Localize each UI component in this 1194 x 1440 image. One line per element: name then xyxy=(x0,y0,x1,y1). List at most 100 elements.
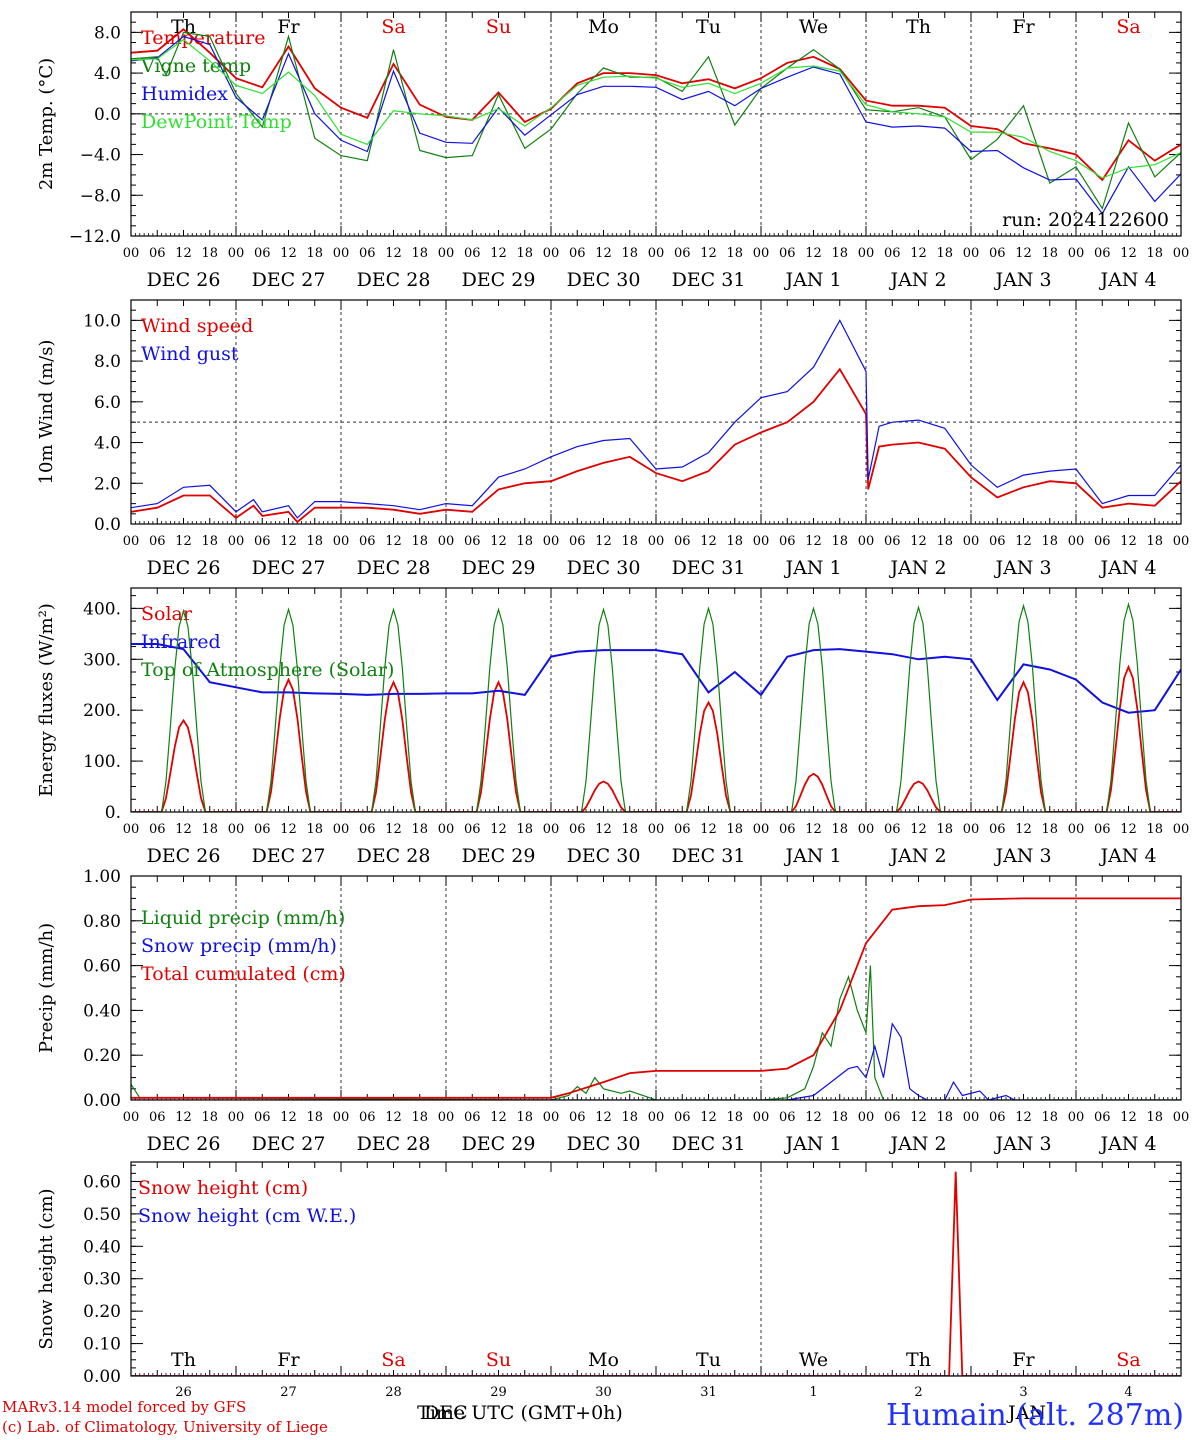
y-tick-label: 8.0 xyxy=(94,23,121,43)
y-tick-label: 0.50 xyxy=(83,1205,121,1225)
x-hour-label: 18 xyxy=(1041,246,1058,261)
x-hour-label: 00 xyxy=(123,246,140,261)
x-hour-label: 06 xyxy=(254,246,271,261)
weekday-label: Tu xyxy=(696,16,721,38)
x-hour-label: 06 xyxy=(464,246,481,261)
weekday-label: Fr xyxy=(1012,16,1035,38)
y-tick-label: 0.80 xyxy=(83,912,121,932)
date-label: JAN 2 xyxy=(888,845,946,867)
x-hour-label: 12 xyxy=(175,534,192,549)
x-hour-label: 12 xyxy=(910,822,927,837)
series-line-3 xyxy=(131,897,1181,1099)
x-hour-label: 18 xyxy=(726,246,743,261)
x-hour-label: 06 xyxy=(779,822,796,837)
x-hour-label: 06 xyxy=(779,1110,796,1125)
date-label: DEC 26 xyxy=(147,269,221,291)
x-hour-label: 12 xyxy=(490,534,507,549)
run-label: run: 2024122600 xyxy=(1002,209,1169,231)
x-hour-label: 18 xyxy=(1146,246,1163,261)
x-hour-label: 06 xyxy=(464,1110,481,1125)
x-hour-label: 00 xyxy=(963,1110,980,1125)
x-hour-label: 00 xyxy=(228,1110,245,1125)
x-hour-label: 06 xyxy=(1094,246,1111,261)
weekday-label: Fr xyxy=(277,1349,300,1371)
x-hour-label: 18 xyxy=(201,822,218,837)
x-hour-label: 00 xyxy=(858,246,875,261)
y-tick-label: −4.0 xyxy=(80,146,121,166)
panel-3: 400. 300. 200. 100. 0. Energy fluxes (W/m²) 00… xyxy=(36,587,1189,867)
weekday-label: Tu xyxy=(696,1349,721,1371)
x-hour-label: 18 xyxy=(516,246,533,261)
x-hour-label: 12 xyxy=(805,822,822,837)
x-hour-label: 00 xyxy=(648,1110,665,1125)
credit-line-2: (c) Lab. of Climatology, University of L… xyxy=(2,1418,328,1436)
date-label: DEC 28 xyxy=(357,269,431,291)
date-label: JAN 1 xyxy=(783,1133,841,1155)
legend-entry: Total cumulated (cm) xyxy=(141,963,346,985)
x-hour-label: 06 xyxy=(149,1110,166,1125)
y-tick-label: 0.60 xyxy=(83,1172,121,1192)
y-axis-label: Precip (mm/h) xyxy=(36,923,57,1053)
x-hour-label: 06 xyxy=(569,246,586,261)
x-hour-label: 18 xyxy=(621,1110,638,1125)
x-hour-label: 06 xyxy=(884,1110,901,1125)
x-hour-label: 06 xyxy=(464,822,481,837)
x-hour-label: 18 xyxy=(1146,1110,1163,1125)
date-label: DEC 31 xyxy=(672,1133,746,1155)
x-hour-label: 00 xyxy=(963,534,980,549)
series-line-1 xyxy=(131,1171,1181,1376)
date-label: DEC 30 xyxy=(567,845,641,867)
date-label: DEC 30 xyxy=(567,1133,641,1155)
weekday-label: Sa xyxy=(381,1349,405,1371)
x-hour-label: 18 xyxy=(831,822,848,837)
x-hour-label: 06 xyxy=(569,534,586,549)
x-hour-label: 06 xyxy=(674,822,691,837)
panel-frame xyxy=(130,299,1182,525)
date-label: DEC 28 xyxy=(357,557,431,579)
legend-entry: Snow height (cm W.E.) xyxy=(138,1205,356,1227)
panel-frame xyxy=(130,1161,1182,1377)
x-hour-label: 12 xyxy=(280,246,297,261)
x-hour-label: 00 xyxy=(333,1110,350,1125)
y-tick-label: 6.0 xyxy=(94,393,121,413)
x-hour-label: 06 xyxy=(149,822,166,837)
x-hour-label: 00 xyxy=(1068,534,1085,549)
x-hour-label: 00 xyxy=(858,822,875,837)
x-hour-label: 12 xyxy=(910,534,927,549)
x-hour-label: 00 xyxy=(963,822,980,837)
x-hour-label: 00 xyxy=(438,822,455,837)
y-tick-label: 0.0 xyxy=(94,515,121,535)
date-label: DEC 28 xyxy=(357,1133,431,1155)
y-tick-label: 10.0 xyxy=(83,311,121,331)
y-tick-label: 2.0 xyxy=(94,474,121,494)
panel-frame xyxy=(130,875,1182,1101)
x-hour-label: 12 xyxy=(385,534,402,549)
x-hour-label: 06 xyxy=(254,534,271,549)
date-label: JAN 4 xyxy=(1098,1133,1156,1155)
x-hour-label: 12 xyxy=(1015,534,1032,549)
x-hour-label: 18 xyxy=(411,1110,428,1125)
month-label-dec: DEC xyxy=(424,1402,468,1424)
date-label: DEC 26 xyxy=(147,1133,221,1155)
weekday-label: Fr xyxy=(277,16,300,38)
y-tick-label: 0.10 xyxy=(83,1335,121,1355)
date-label: JAN 4 xyxy=(1098,845,1156,867)
date-label: JAN 3 xyxy=(993,1133,1051,1155)
x-hour-label: 18 xyxy=(831,1110,848,1125)
date-label: JAN 3 xyxy=(993,557,1051,579)
x-hour-label: 12 xyxy=(1120,534,1137,549)
x-hour-label: 06 xyxy=(989,534,1006,549)
x-hour-label: 06 xyxy=(779,246,796,261)
y-tick-label: 0.20 xyxy=(83,1046,121,1066)
date-label: DEC 26 xyxy=(147,557,221,579)
x-hour-label: 00 xyxy=(228,534,245,549)
x-hour-label: 12 xyxy=(805,246,822,261)
x-hour-label: 00 xyxy=(543,1110,560,1125)
date-label: JAN 1 xyxy=(783,845,841,867)
x-hour-label: 00 xyxy=(438,1110,455,1125)
x-hour-label: 06 xyxy=(149,534,166,549)
x-hour-label: 12 xyxy=(595,822,612,837)
y-tick-label: 0.20 xyxy=(83,1302,121,1322)
x-hour-label: 00 xyxy=(858,534,875,549)
weekday-label: Su xyxy=(486,16,511,38)
